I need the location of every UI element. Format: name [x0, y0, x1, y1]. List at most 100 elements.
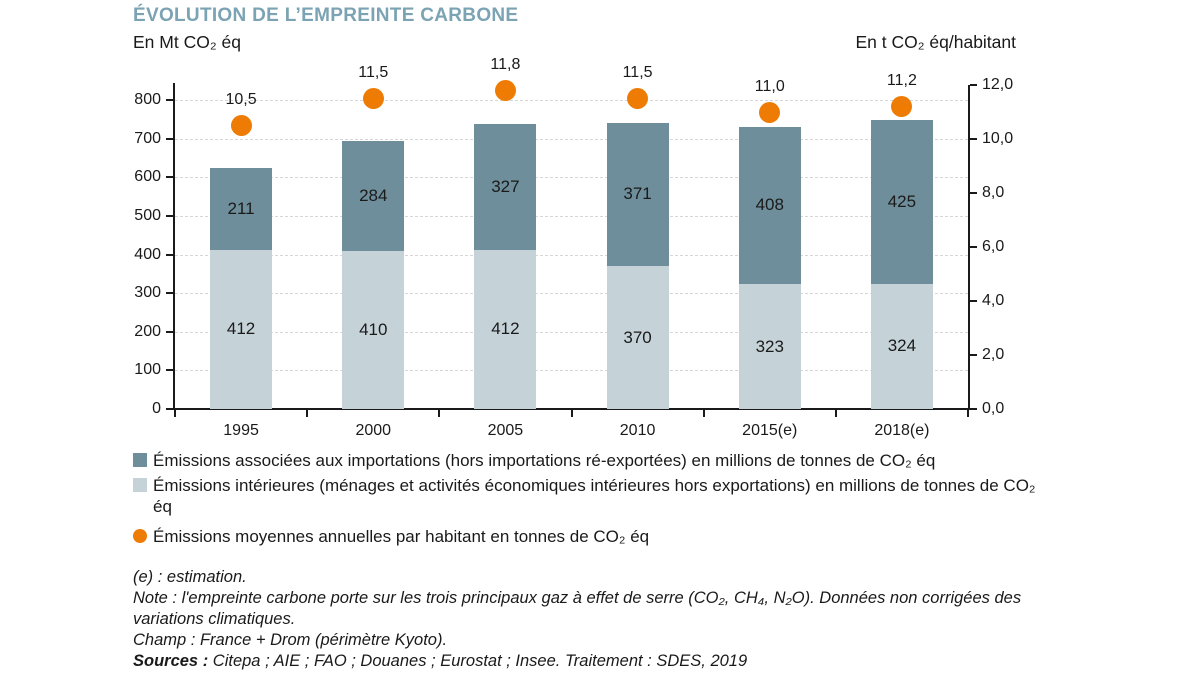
per-capita-value-label: 11,0 — [754, 77, 785, 95]
x-axis-tick — [570, 410, 573, 417]
x-axis-category-label: 2000 — [355, 422, 392, 439]
bar-segment-emissions-importations: 371 — [606, 122, 669, 267]
bar-segment-emissions-interieures: 410 — [342, 250, 405, 409]
left-axis-tick — [166, 369, 173, 372]
left-axis-tick — [166, 408, 173, 410]
legend: Émissions associées aux importations (ho… — [133, 450, 1051, 551]
gridline — [175, 215, 968, 217]
gridline — [175, 138, 968, 140]
left-axis-tick-label: 700 — [134, 129, 161, 147]
legend-square-marker — [133, 478, 147, 492]
legend-label: Émissions moyennes annuelles par habitan… — [153, 527, 650, 546]
bar-segment-emissions-interieures: 370 — [606, 266, 669, 409]
per-capita-dot — [230, 115, 252, 136]
right-axis-tick-label: 2,0 — [982, 346, 1005, 363]
gridline — [175, 177, 968, 179]
right-axis-line — [968, 85, 970, 409]
left-axis-tick-label: 400 — [134, 245, 161, 263]
left-axis-tick — [166, 253, 173, 256]
left-axis-tick — [166, 176, 173, 179]
per-capita-dot — [627, 88, 649, 109]
note-text: Note : l'empreinte carbone porte sur les… — [133, 589, 1022, 628]
bar-segment-emissions-importations: 284 — [342, 140, 405, 251]
left-axis-tick-label: 100 — [134, 361, 161, 379]
x-axis-line — [173, 408, 970, 410]
per-capita-value-label: 11,8 — [490, 55, 521, 73]
x-axis-tick — [174, 410, 176, 417]
left-axis-tick-label: 300 — [134, 284, 161, 302]
right-axis-tick — [970, 138, 977, 140]
x-axis-category-label: 2010 — [619, 422, 656, 439]
per-capita-dot — [494, 79, 516, 101]
left-axis-tick-label: 200 — [134, 322, 161, 340]
legend-square-marker — [133, 453, 147, 467]
x-axis-tick — [967, 410, 969, 417]
right-axis-tick-label: 10,0 — [982, 130, 1014, 147]
bar-segment-emissions-importations: 425 — [870, 119, 933, 284]
bar-segment-emissions-interieures: 412 — [474, 249, 537, 409]
right-axis-tick — [970, 246, 977, 248]
per-capita-value-label: 11,2 — [886, 72, 917, 90]
legend-item: Émissions associées aux importations (ho… — [133, 450, 1051, 471]
left-axis-tick — [166, 330, 173, 333]
left-axis-tick-label: 800 — [134, 91, 161, 108]
per-capita-value-label: 11,5 — [358, 64, 389, 81]
notes: (e) : estimation. Note : l'empreinte car… — [133, 567, 1051, 672]
left-axis-tick — [166, 99, 173, 101]
x-axis-tick — [702, 410, 705, 417]
right-axis-tick — [970, 192, 977, 194]
note-sources: Sources : Citepa ; AIE ; FAO ; Douanes ;… — [133, 651, 1051, 672]
left-axis-title: En Mt CO₂ éq — [133, 32, 241, 52]
left-axis-tick — [166, 292, 173, 295]
x-axis-tick — [834, 410, 837, 417]
right-axis-tick — [970, 354, 977, 356]
left-axis-tick-label: 600 — [134, 168, 161, 186]
gridline — [175, 370, 968, 372]
left-axis-line — [173, 83, 175, 409]
gridline — [175, 293, 968, 295]
per-capita-dot — [891, 96, 913, 118]
x-axis-tick — [306, 410, 309, 417]
gridline — [175, 254, 968, 256]
bar-segment-emissions-interieures: 323 — [738, 284, 801, 409]
per-capita-value-label: 10,5 — [225, 91, 257, 108]
right-axis-tick-label: 8,0 — [982, 184, 1005, 201]
bar-segment-emissions-interieures: 324 — [870, 283, 933, 409]
right-axis-title: En t CO₂ éq/habitant — [855, 32, 1017, 52]
per-capita-dot — [362, 88, 384, 109]
note-champ: Champ : France + Drom (périmètre Kyoto). — [133, 631, 448, 649]
legend-label: Émissions intérieures (ménages et activi… — [153, 476, 1036, 516]
right-axis-tick-label: 4,0 — [982, 292, 1005, 309]
right-axis-tick — [970, 408, 977, 410]
left-axis-tick — [166, 137, 173, 140]
gridline — [175, 100, 968, 101]
bar-segment-emissions-importations: 327 — [474, 123, 537, 250]
legend-label: Émissions associées aux importations (ho… — [153, 451, 936, 470]
left-axis-tick — [166, 214, 173, 217]
bar-segment-emissions-importations: 211 — [210, 168, 273, 250]
right-axis-tick-label: 6,0 — [982, 238, 1005, 255]
sources-text: Citepa ; AIE ; FAO ; Douanes ; Eurostat … — [208, 652, 748, 670]
left-axis-tick-label: 0 — [152, 400, 161, 417]
x-axis-category-label: 2015(e) — [742, 422, 798, 439]
per-capita-value-label: 11,5 — [622, 64, 653, 81]
legend-item: Émissions intérieures (ménages et activi… — [133, 475, 1051, 517]
sources-label: Sources : — [133, 652, 209, 670]
chart-title: ÉVOLUTION DE L’EMPREINTE CARBONE — [133, 5, 519, 26]
legend-item: Émissions moyennes annuelles par habitan… — [133, 526, 1051, 547]
x-axis-category-label: 1995 — [223, 422, 259, 439]
gridline — [175, 331, 968, 333]
x-axis-tick — [438, 410, 441, 417]
right-axis-tick — [970, 84, 977, 86]
right-axis-tick-label: 0,0 — [982, 400, 1005, 417]
right-axis-tick-label: 12,0 — [982, 76, 1014, 93]
left-axis-tick-label: 500 — [134, 206, 161, 224]
right-axis-tick — [970, 300, 977, 302]
note-estimation: (e) : estimation. — [133, 568, 247, 586]
x-axis-category-label: 2018(e) — [874, 422, 930, 439]
x-axis-category-label: 2005 — [487, 422, 524, 439]
per-capita-dot — [759, 101, 781, 123]
bar-segment-emissions-interieures: 412 — [210, 249, 273, 409]
bar-segment-emissions-importations: 408 — [738, 126, 801, 285]
